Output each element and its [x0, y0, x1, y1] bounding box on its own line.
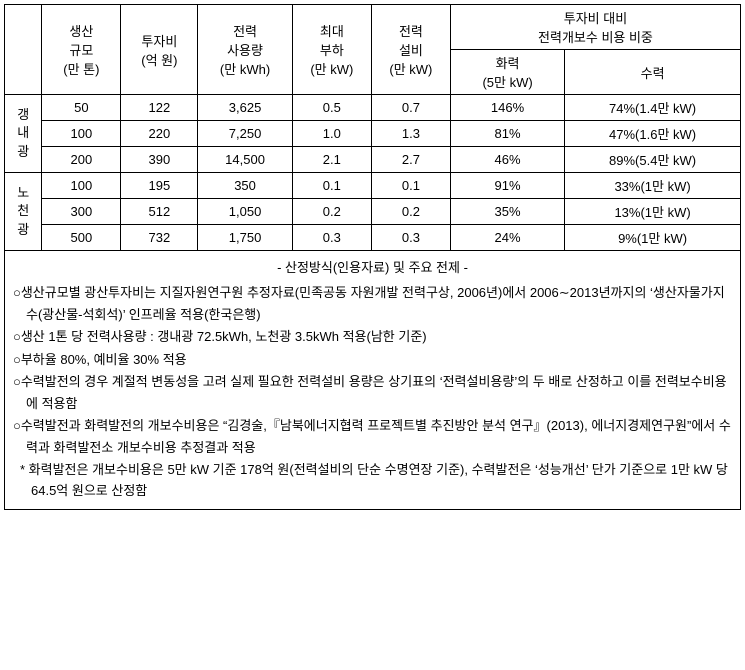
- cell: 0.1: [371, 173, 450, 199]
- cell: 146%: [450, 95, 564, 121]
- cell: 1,050: [198, 199, 292, 225]
- table-body: 갱내광501223,6250.50.7146%74%(1.4만 kW)10022…: [5, 95, 741, 251]
- cell: 33%(1만 kW): [565, 173, 741, 199]
- cell: 0.2: [292, 199, 371, 225]
- cell: 9%(1만 kW): [565, 225, 741, 251]
- header-blank: [5, 5, 42, 95]
- cell: 2.7: [371, 147, 450, 173]
- table-row: 5007321,7500.30.324%9%(1만 kW): [5, 225, 741, 251]
- mining-power-table: 생산규모(만 톤) 투자비(억 원) 전력사용량(만 kWh) 최대부하(만 k…: [4, 4, 741, 251]
- cell: 100: [42, 121, 121, 147]
- notes-title: - 산정방식(인용자료) 및 주요 전제 -: [13, 257, 732, 278]
- cell: 24%: [450, 225, 564, 251]
- notes-box: - 산정방식(인용자료) 및 주요 전제 - ○생산규모별 광산투자비는 지질자…: [4, 251, 741, 510]
- header-max-load-text: 최대부하(만 kW): [310, 24, 353, 77]
- note-item: ○부하율 80%, 예비율 30% 적용: [13, 349, 732, 370]
- note-item: ○생산 1톤 당 전력사용량 : 갱내광 72.5kWh, 노천광 3.5kWh…: [13, 326, 732, 347]
- cell: 220: [121, 121, 198, 147]
- cell: 50: [42, 95, 121, 121]
- header-investment-text: 투자비(억 원): [141, 34, 177, 68]
- cell: 3,625: [198, 95, 292, 121]
- cell: 81%: [450, 121, 564, 147]
- cell: 89%(5.4만 kW): [565, 147, 741, 173]
- cell: 13%(1만 kW): [565, 199, 741, 225]
- header-scale-text: 생산규모(만 톤): [63, 24, 99, 77]
- cell: 300: [42, 199, 121, 225]
- cell: 0.2: [371, 199, 450, 225]
- header-thermal-text: 화력(5만 kW): [482, 56, 532, 90]
- table-row: 1002207,2501.01.381%47%(1.6만 kW): [5, 121, 741, 147]
- header-hydro-text: 수력: [641, 66, 665, 81]
- cell: 7,250: [198, 121, 292, 147]
- cell: 1,750: [198, 225, 292, 251]
- group-label: 갱내광: [5, 95, 42, 173]
- cell: 47%(1.6만 kW): [565, 121, 741, 147]
- cell: 195: [121, 173, 198, 199]
- note-item: ○수력발전의 경우 계절적 변동성을 고려 실제 필요한 전력설비 용량은 상기…: [13, 371, 732, 414]
- cell: 1.3: [371, 121, 450, 147]
- notes-star: * 화력발전은 개보수비용은 5만 kW 기준 178억 원(전력설비의 단순 …: [13, 459, 732, 502]
- table-row: 노천광1001953500.10.191%33%(1만 kW): [5, 173, 741, 199]
- header-power-facility: 전력설비(만 kW): [371, 5, 450, 95]
- header-power-facility-text: 전력설비(만 kW): [389, 24, 432, 77]
- cell: 0.1: [292, 173, 371, 199]
- cell: 0.3: [292, 225, 371, 251]
- header-thermal: 화력(5만 kW): [450, 50, 564, 95]
- cell: 0.3: [371, 225, 450, 251]
- cell: 200: [42, 147, 121, 173]
- cell: 100: [42, 173, 121, 199]
- group-label: 노천광: [5, 173, 42, 251]
- cell: 46%: [450, 147, 564, 173]
- header-ratio-top: 투자비 대비전력개보수 비용 비중: [450, 5, 740, 50]
- notes-list: ○생산규모별 광산투자비는 지질자원연구원 추정자료(민족공동 자원개발 전력구…: [13, 282, 732, 458]
- cell: 14,500: [198, 147, 292, 173]
- cell: 0.5: [292, 95, 371, 121]
- cell: 732: [121, 225, 198, 251]
- cell: 1.0: [292, 121, 371, 147]
- cell: 91%: [450, 173, 564, 199]
- note-item: ○생산규모별 광산투자비는 지질자원연구원 추정자료(민족공동 자원개발 전력구…: [13, 282, 732, 325]
- table-row: 갱내광501223,6250.50.7146%74%(1.4만 kW): [5, 95, 741, 121]
- header-power-usage-text: 전력사용량(만 kWh): [220, 24, 270, 77]
- table-row: 3005121,0500.20.235%13%(1만 kW): [5, 199, 741, 225]
- header-scale: 생산규모(만 톤): [42, 5, 121, 95]
- header-power-usage: 전력사용량(만 kWh): [198, 5, 292, 95]
- header-max-load: 최대부하(만 kW): [292, 5, 371, 95]
- cell: 74%(1.4만 kW): [565, 95, 741, 121]
- cell: 512: [121, 199, 198, 225]
- cell: 500: [42, 225, 121, 251]
- cell: 35%: [450, 199, 564, 225]
- cell: 0.7: [371, 95, 450, 121]
- cell: 350: [198, 173, 292, 199]
- cell: 122: [121, 95, 198, 121]
- note-item: ○수력발전과 화력발전의 개보수비용은 “김경술,『남북에너지협력 프로젝트별 …: [13, 415, 732, 458]
- header-ratio-top-text: 투자비 대비전력개보수 비용 비중: [538, 11, 653, 45]
- table-row: 20039014,5002.12.746%89%(5.4만 kW): [5, 147, 741, 173]
- cell: 2.1: [292, 147, 371, 173]
- cell: 390: [121, 147, 198, 173]
- header-investment: 투자비(억 원): [121, 5, 198, 95]
- header-hydro: 수력: [565, 50, 741, 95]
